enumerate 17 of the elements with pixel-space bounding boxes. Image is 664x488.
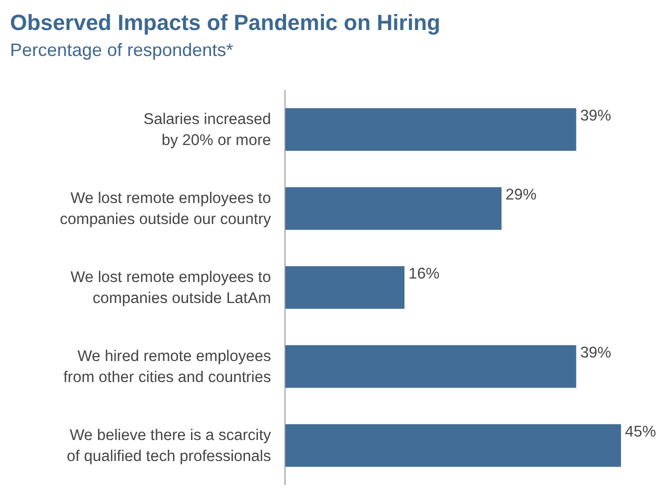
data-label: 39% [580, 108, 612, 124]
data-label: 16% [408, 266, 440, 282]
data-label: 39% [580, 344, 612, 362]
data-label: 29% [506, 186, 537, 204]
bar [285, 345, 576, 388]
bar [285, 424, 621, 467]
bar [285, 187, 502, 230]
y-tick-label: We lost remote employees to companies outside LatAm [70, 269, 271, 307]
bar [285, 108, 576, 151]
y-tick-label: Salaries increased by 20% or more [143, 111, 271, 149]
data-label: 45% [625, 424, 656, 440]
y-tick-label: We believe there is a scarcity of qualified tech professionals [66, 427, 272, 465]
y-tick-label: We lost remote employees to companies outside our country [60, 190, 272, 228]
y-tick-label: We hired remote employees from other cities and countries [63, 348, 272, 386]
bar [285, 266, 404, 309]
text: Percentage of respondents* [10, 40, 234, 60]
chart-title: Observed Impacts of Pandemic on Hiring [10, 10, 440, 35]
